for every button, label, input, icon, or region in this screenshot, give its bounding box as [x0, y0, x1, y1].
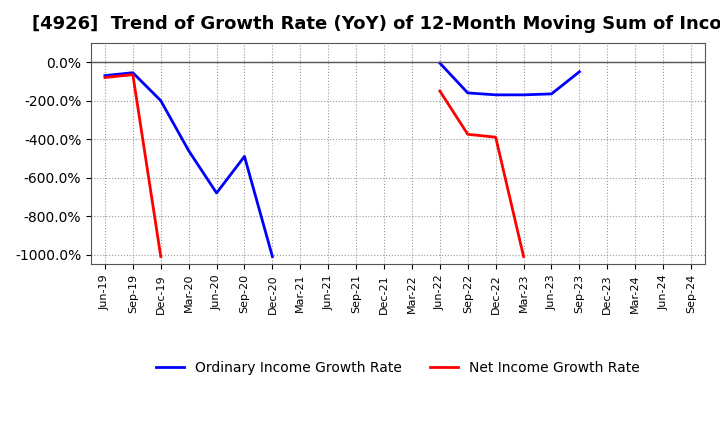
Net Income Growth Rate: [101, 75, 109, 80]
Title: [4926]  Trend of Growth Rate (YoY) of 12-Month Moving Sum of Incomes: [4926] Trend of Growth Rate (YoY) of 12-…: [32, 15, 720, 33]
Line: Ordinary Income Growth Rate: Ordinary Income Growth Rate: [105, 73, 272, 257]
Net Income Growth Rate: [156, 254, 165, 259]
Ordinary Income Growth Rate: [101, 73, 109, 78]
Ordinary Income Growth Rate: [240, 154, 249, 159]
Net Income Growth Rate: [128, 72, 137, 77]
Ordinary Income Growth Rate: [156, 98, 165, 103]
Line: Net Income Growth Rate: Net Income Growth Rate: [105, 75, 161, 257]
Ordinary Income Growth Rate: [212, 191, 221, 196]
Ordinary Income Growth Rate: [268, 254, 276, 259]
Legend: Ordinary Income Growth Rate, Net Income Growth Rate: Ordinary Income Growth Rate, Net Income …: [151, 355, 645, 380]
Ordinary Income Growth Rate: [128, 70, 137, 75]
Ordinary Income Growth Rate: [184, 148, 193, 153]
